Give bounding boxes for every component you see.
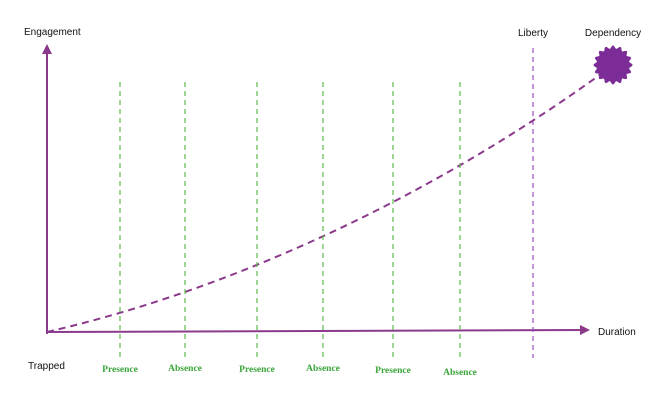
phase-label: Presence <box>239 365 275 375</box>
dependency-label: Dependency <box>585 28 641 39</box>
y-axis-label: Engagement <box>24 27 81 38</box>
dependency-node <box>593 45 633 85</box>
x-axis-label: Duration <box>598 327 636 338</box>
phase-label: Presence <box>375 366 411 376</box>
phase-lines <box>119 82 461 357</box>
phase-label: Absence <box>306 364 340 374</box>
phase-label: Presence <box>102 365 138 375</box>
phase-label: Absence <box>443 368 477 378</box>
phase-label: Absence <box>168 364 202 374</box>
engagement-curve <box>46 65 613 333</box>
x-axis <box>45 325 590 336</box>
origin-label: Trapped <box>28 361 65 372</box>
liberty-label: Liberty <box>518 28 548 39</box>
